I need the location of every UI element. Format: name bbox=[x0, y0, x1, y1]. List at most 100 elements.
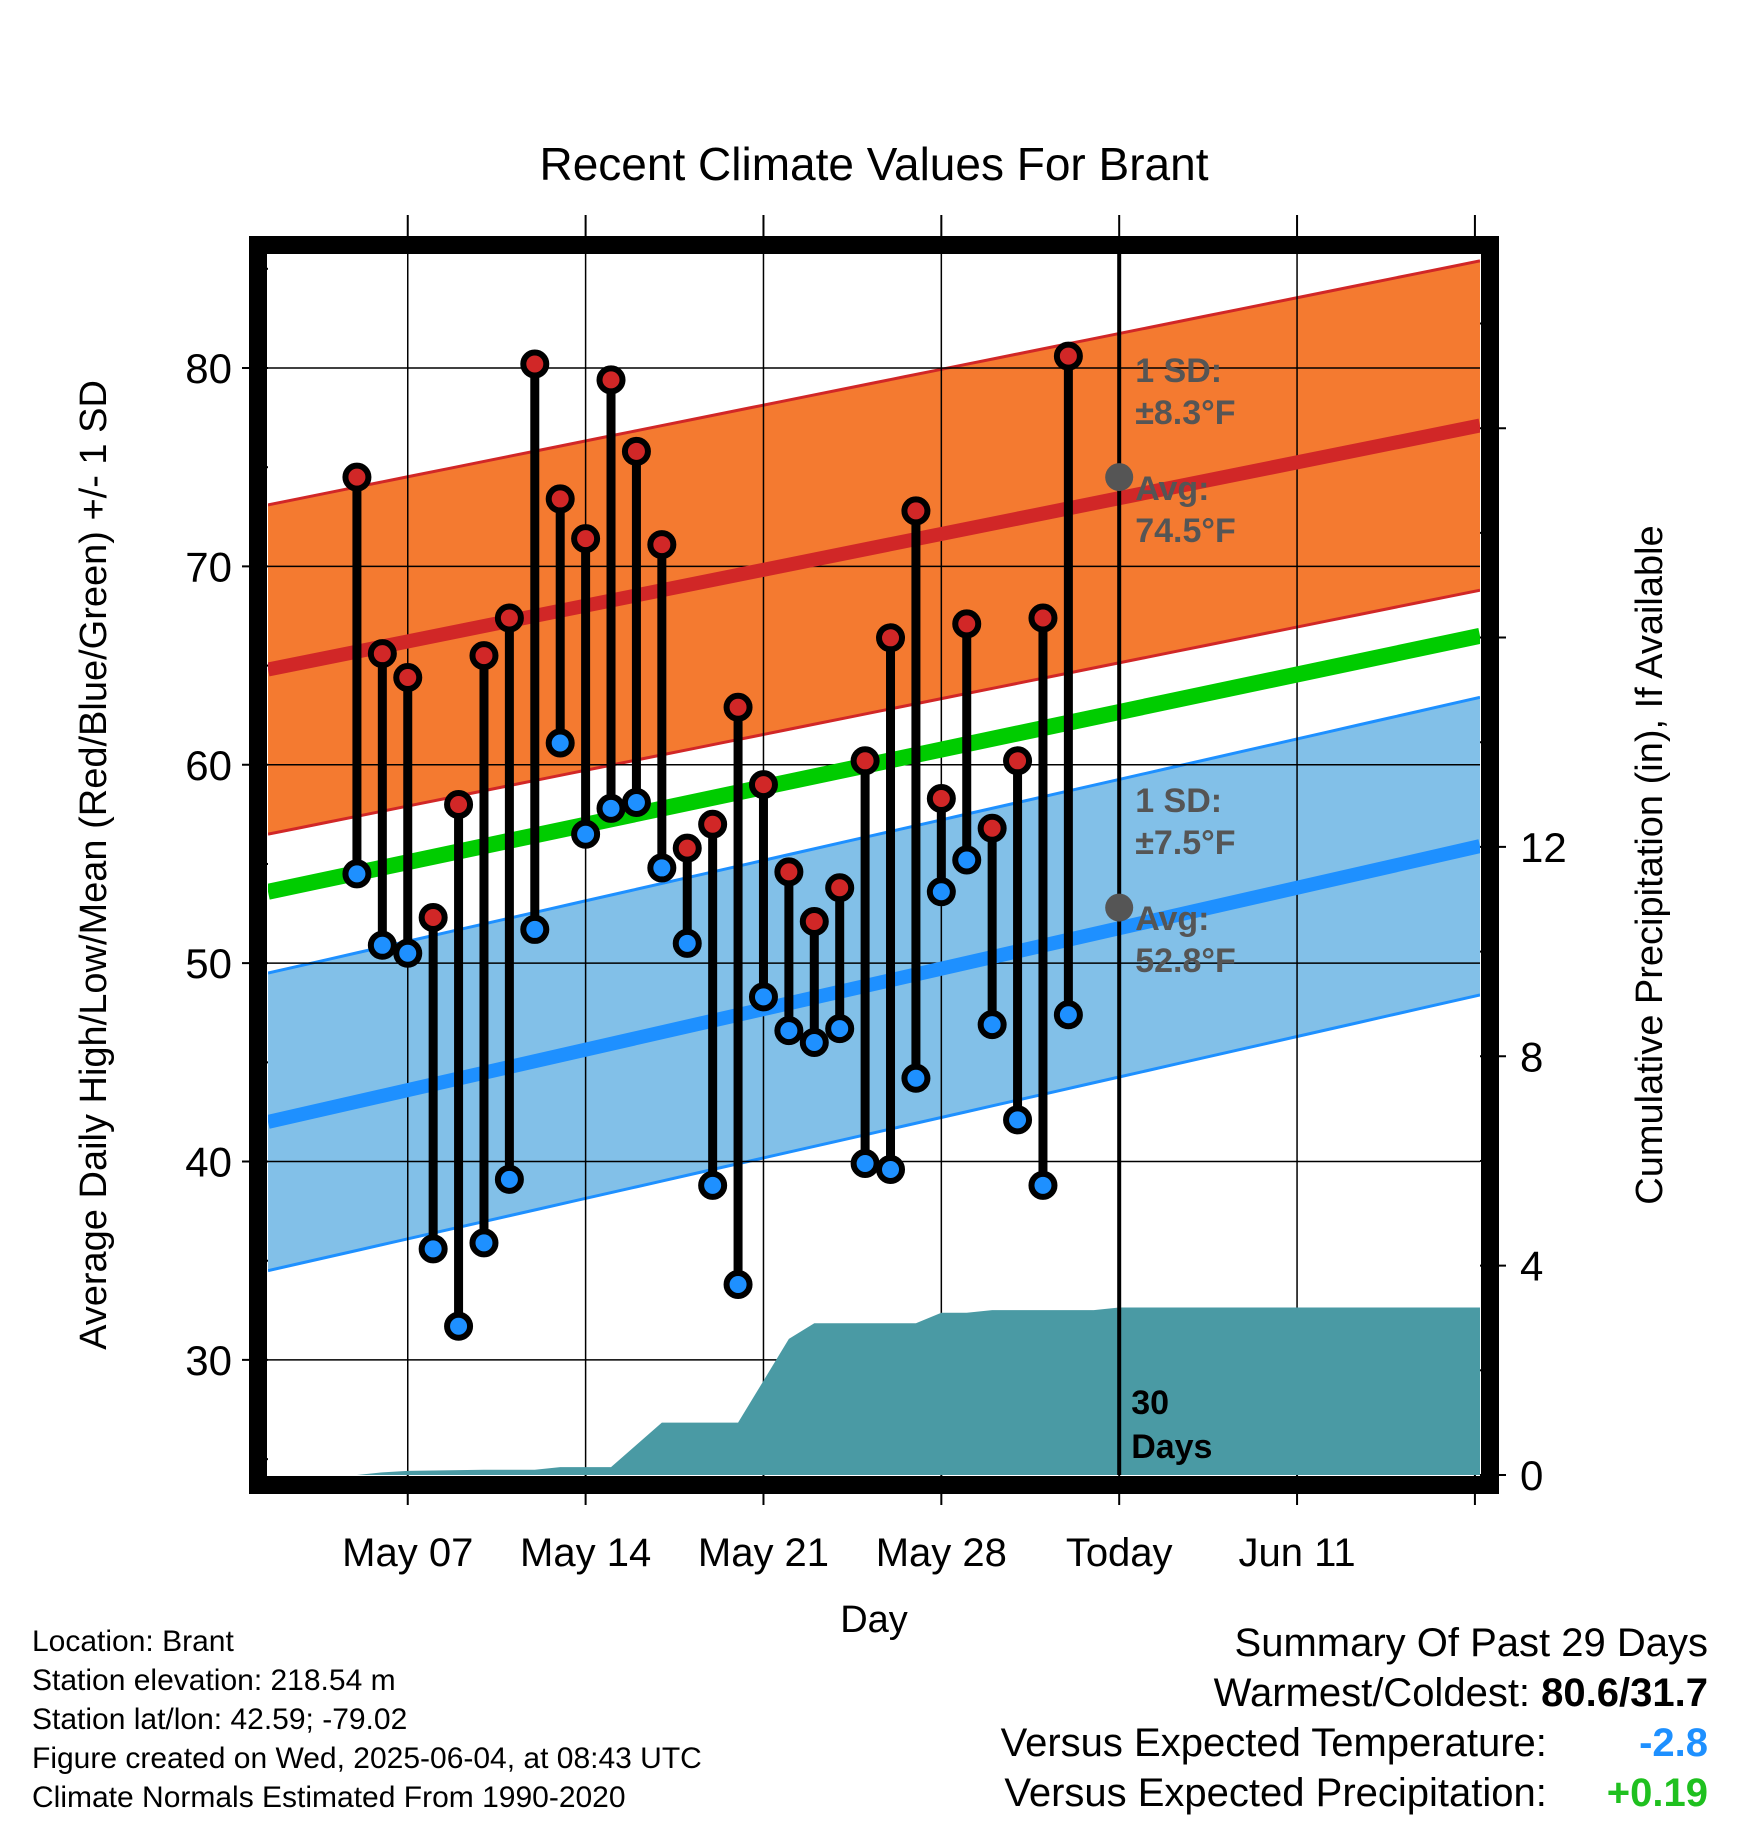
x-tick-label: May 21 bbox=[698, 1531, 829, 1575]
low-point bbox=[774, 1016, 804, 1046]
low-point bbox=[571, 819, 601, 849]
low-point bbox=[977, 1010, 1007, 1040]
high-point bbox=[698, 809, 728, 839]
elevation-text: Station elevation: 218.54 m bbox=[32, 1664, 396, 1697]
x-axis-label: Day bbox=[840, 1599, 908, 1641]
y2-tick-label: 0 bbox=[1520, 1452, 1543, 1499]
low-point bbox=[621, 787, 651, 817]
high-avg-label: Avg: bbox=[1135, 470, 1209, 508]
low-point bbox=[494, 1164, 524, 1194]
high-point bbox=[876, 623, 906, 653]
chart-title: Recent Climate Values For Brant bbox=[540, 138, 1209, 190]
y-axis-label: Average Daily High/Low/Mean (Red/Blue/Gr… bbox=[73, 380, 115, 1350]
y2-tick-label: 8 bbox=[1520, 1033, 1543, 1080]
warm-cold-value: 80.6/31.7 bbox=[1541, 1671, 1708, 1715]
high-point bbox=[901, 496, 931, 526]
precip-value: +0.19 bbox=[1606, 1771, 1708, 1815]
high-point bbox=[825, 873, 855, 903]
low-point bbox=[748, 982, 778, 1012]
warm-cold-label: Warmest/Coldest: bbox=[1213, 1671, 1531, 1715]
low-point bbox=[444, 1311, 474, 1341]
high-point bbox=[520, 349, 550, 379]
low-sd-value: ±7.5°F bbox=[1135, 824, 1235, 862]
high-point bbox=[444, 789, 474, 819]
temp-value: -2.8 bbox=[1639, 1721, 1708, 1765]
y-tick-label: 70 bbox=[185, 543, 232, 590]
y2-axis-label: Cumulative Precipitation (in), If Availa… bbox=[1629, 525, 1671, 1204]
low-point bbox=[393, 938, 423, 968]
low-point bbox=[825, 1014, 855, 1044]
low-point bbox=[367, 930, 397, 960]
temp-label: Versus Expected Temperature: bbox=[1000, 1721, 1547, 1765]
high-point bbox=[952, 609, 982, 639]
low-point bbox=[952, 845, 982, 875]
plot-area bbox=[268, 245, 1480, 1475]
high-point bbox=[393, 662, 423, 692]
low-point bbox=[647, 853, 677, 883]
high-point bbox=[647, 530, 677, 560]
high-avg-value: 74.5°F bbox=[1135, 512, 1236, 550]
low-point bbox=[850, 1149, 880, 1179]
high-normal-line bbox=[268, 418, 1480, 677]
high-avg-dot bbox=[1105, 463, 1134, 492]
high-point bbox=[571, 524, 601, 554]
low-sd-label: 1 SD: bbox=[1135, 782, 1222, 820]
low-point bbox=[799, 1028, 829, 1058]
location-text: Location: Brant bbox=[32, 1625, 234, 1658]
x-tick-label: Today bbox=[1066, 1531, 1173, 1575]
y-tick-label: 80 bbox=[185, 345, 232, 392]
high-point bbox=[596, 365, 626, 395]
high-sd-band-upper-edge bbox=[268, 259, 1480, 507]
low-avg-label: Avg: bbox=[1135, 900, 1209, 938]
low-point bbox=[672, 928, 702, 958]
station-info: Location: Brant Station elevation: 218.5… bbox=[32, 1622, 702, 1817]
temp-row: Versus Expected Temperature: -2.8 bbox=[1001, 1718, 1708, 1768]
low-avg-dot bbox=[1105, 893, 1134, 922]
warm-cold-row: Warmest/Coldest: 80.6/31.7 bbox=[1001, 1668, 1708, 1718]
high-point bbox=[672, 833, 702, 863]
low-normal-line bbox=[268, 839, 1480, 1129]
high-point bbox=[774, 857, 804, 887]
created-text: Figure created on Wed, 2025-06-04, at 08… bbox=[32, 1742, 702, 1775]
low-point bbox=[698, 1170, 728, 1200]
y-tick-label: 30 bbox=[185, 1337, 232, 1384]
summary-panel: Summary Of Past 29 Days Warmest/Coldest:… bbox=[1001, 1618, 1708, 1818]
low-point bbox=[1053, 1000, 1083, 1030]
x-tick-label: Jun 11 bbox=[1238, 1531, 1355, 1575]
low-point bbox=[723, 1270, 753, 1300]
y2-tick-label: 4 bbox=[1520, 1243, 1543, 1290]
y2-tick-label: 12 bbox=[1520, 824, 1567, 871]
high-point bbox=[418, 903, 448, 933]
low-sd-band-upper-edge bbox=[268, 695, 1480, 975]
low-point bbox=[342, 859, 372, 889]
high-point bbox=[342, 462, 372, 492]
low-point bbox=[545, 728, 575, 758]
low-point bbox=[926, 877, 956, 907]
low-point bbox=[876, 1154, 906, 1184]
y-tick-label: 40 bbox=[185, 1139, 232, 1186]
low-avg-value: 52.8°F bbox=[1135, 942, 1236, 980]
high-point bbox=[748, 770, 778, 800]
high-sd-value: ±8.3°F bbox=[1135, 394, 1235, 432]
high-sd-label: 1 SD: bbox=[1135, 352, 1222, 390]
precip-label: Versus Expected Precipitation: bbox=[1004, 1771, 1547, 1815]
y-tick-label: 60 bbox=[185, 742, 232, 789]
summary-title: Summary Of Past 29 Days bbox=[1234, 1621, 1708, 1665]
high-point bbox=[977, 813, 1007, 843]
high-point bbox=[926, 784, 956, 813]
days-unit-label: Days bbox=[1131, 1428, 1212, 1466]
low-point bbox=[1003, 1105, 1033, 1135]
high-point bbox=[723, 692, 753, 722]
low-point bbox=[469, 1228, 499, 1258]
y-tick-label: 50 bbox=[185, 940, 232, 987]
low-point bbox=[596, 793, 626, 823]
precip-area bbox=[356, 1307, 1480, 1475]
high-point bbox=[469, 641, 499, 671]
high-point bbox=[1003, 746, 1033, 776]
x-tick-label: May 28 bbox=[876, 1531, 1007, 1575]
high-point bbox=[1028, 603, 1058, 633]
precip-row: Versus Expected Precipitation: +0.19 bbox=[1001, 1768, 1708, 1818]
high-point bbox=[1053, 341, 1083, 371]
plot-frame bbox=[249, 236, 1499, 1494]
